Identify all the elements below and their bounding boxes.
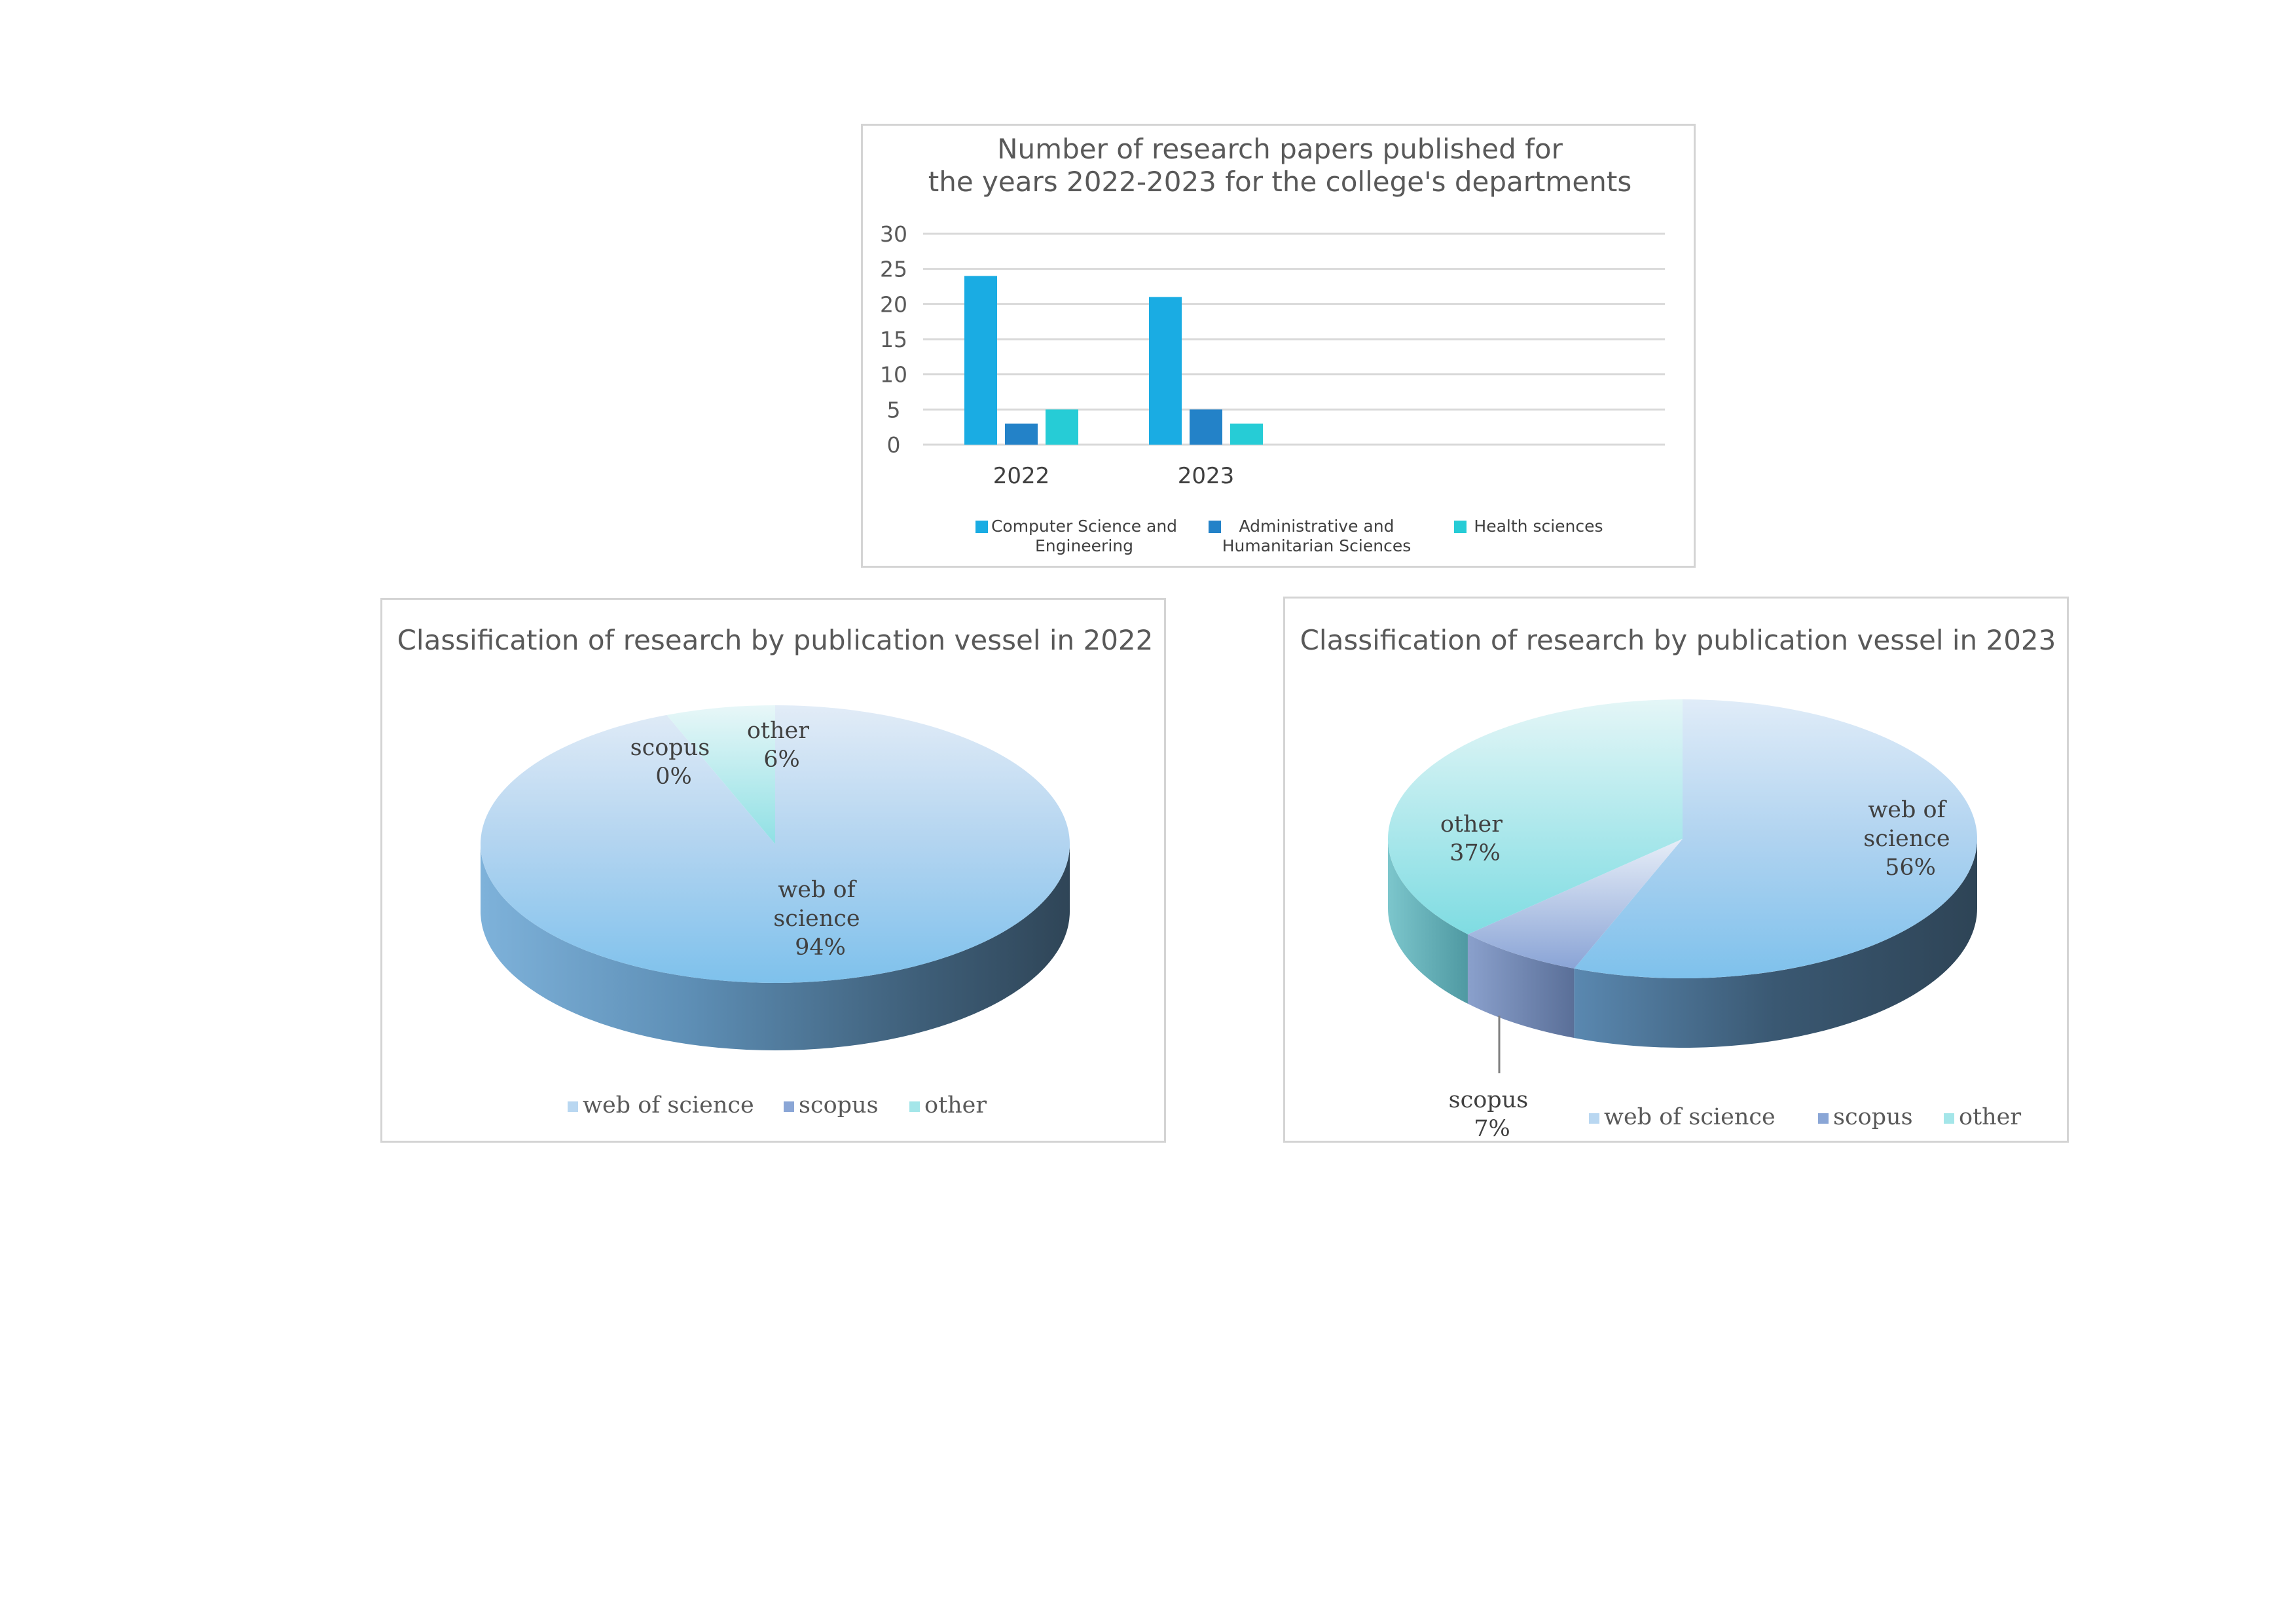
bar-2022-administrative-and-humanitarian-sciences [1005,423,1038,445]
bar-legend-computer-science-and-engineering: Computer Science and Engineering [991,517,1177,555]
bar-y-tick-20: 20 [880,291,907,317]
bar-y-tick-5: 5 [887,397,901,422]
pie-2022-legend-swatch-web-of-science [568,1101,578,1112]
pie-2023-graphic [1388,699,1977,1048]
pie-2023-label-scopus: scopus 7% [1449,1087,1536,1142]
pie-2023-legend-swatch-other [1944,1113,1954,1124]
pie-2023-legend-swatch-scopus [1818,1113,1829,1124]
pie-2023-side-scopus [1467,934,1575,1039]
pie-chart-2022: Classification of research by publicatio… [397,624,1154,1118]
pie-2023-slice-other [1388,699,1683,934]
bar-legend-administrative-and-humanitarian-sciences: Administrative and Humanitarian Sciences [1222,517,1412,555]
bar-y-tick-10: 10 [880,362,907,388]
bar-x-tick-2022: 2022 [993,463,1050,489]
pie-2022-legend-swatch-scopus [784,1101,794,1112]
pie-2022-legend-scopus: scopus [799,1092,879,1118]
bar-x-tick-2023: 2023 [1178,463,1235,489]
bar-2022-health-sciences [1046,409,1078,445]
pie-chart-2023-panel: Classification of research by publicatio… [1283,597,2069,1143]
bar-legend-health-sciences: Health sciences [1474,517,1603,536]
pie-2022-legend-swatch-other [909,1101,920,1112]
pie-2023-title: Classification of research by publicatio… [1300,624,2056,656]
bar-legend-swatch-health-sciences [1454,521,1467,533]
bar-legend-swatch-administrative-and-humanitarian-sciences [1209,521,1221,533]
bar-chart-panel: Number of research papers published for … [861,124,1696,568]
bar-2022-computer-science-and-engineering [964,276,997,445]
pie-2022-label-other: other 6% [747,718,816,773]
pie-2022-label-web-of-science: web of science 94% [773,877,867,961]
bar-y-tick-25: 25 [880,257,907,282]
pie-chart-2023: Classification of research by publicatio… [1300,624,2056,1142]
bar-chart-y-ticks: 0 5 10 15 20 25 30 [880,221,907,458]
bar-legend-swatch-computer-science-and-engineering [975,521,988,533]
pie-2023-side-other [1388,839,1468,1004]
pie-2023-legend-swatch-web-of-science [1589,1113,1599,1124]
pie-2022-slice-other [666,705,775,844]
bar-chart-x-ticks: 2022 2023 [993,463,1235,489]
bar-chart-legend: Computer Science and Engineering Administr… [975,517,1603,555]
pie-2022-legend: web of science scopus other [568,1092,987,1118]
pie-2022-slice-labels: web of science 94% scopus 0% other 6% [630,718,867,961]
pie-2022-title: Classification of research by publicatio… [397,624,1154,656]
pie-2023-legend-web-of-science: web of science [1604,1104,1776,1130]
pie-chart-2022-panel: Classification of research by publicatio… [380,598,1166,1143]
pie-2023-legend-scopus: scopus [1833,1104,1913,1130]
bar-chart: Number of research papers published for … [880,133,1665,555]
pie-2023-legend: web of science scopus other [1589,1104,2021,1130]
bar-y-tick-0: 0 [887,432,901,458]
bar-chart-title-line-2: the years 2022-2023 for the college's de… [928,166,1631,198]
pie-2023-slice-labels: web of science 56% scopus 7% other 37% [1440,797,1957,1142]
pie-2023-side-web-of-science [1574,839,1977,1048]
pie-2022-label-scopus: scopus 0% [630,735,718,790]
pie-2022-legend-web-of-science: web of science [583,1092,754,1118]
bar-2023-computer-science-and-engineering [1149,297,1182,445]
pie-2023-label-other: other 37% [1440,811,1510,866]
pie-2023-legend-other: other [1959,1104,2021,1130]
pie-2023-slice-scopus [1467,839,1683,969]
bar-chart-gridlines [923,232,1665,446]
bar-y-tick-15: 15 [880,327,907,352]
pie-2023-slice-web-of-science [1574,699,1977,978]
bar-2023-health-sciences [1230,423,1263,445]
bar-chart-title-line-1: Number of research papers published for [997,133,1563,165]
pie-2023-label-web-of-science: web of science 56% [1863,797,1957,881]
pie-2022-graphic [480,705,1070,1050]
bar-chart-bars [964,276,1263,445]
pie-2022-legend-other: other [924,1092,987,1118]
bar-y-tick-30: 30 [880,221,907,247]
bar-2023-administrative-and-humanitarian-sciences [1190,409,1222,445]
pie-2022-side-web-of-science [481,844,1070,1050]
